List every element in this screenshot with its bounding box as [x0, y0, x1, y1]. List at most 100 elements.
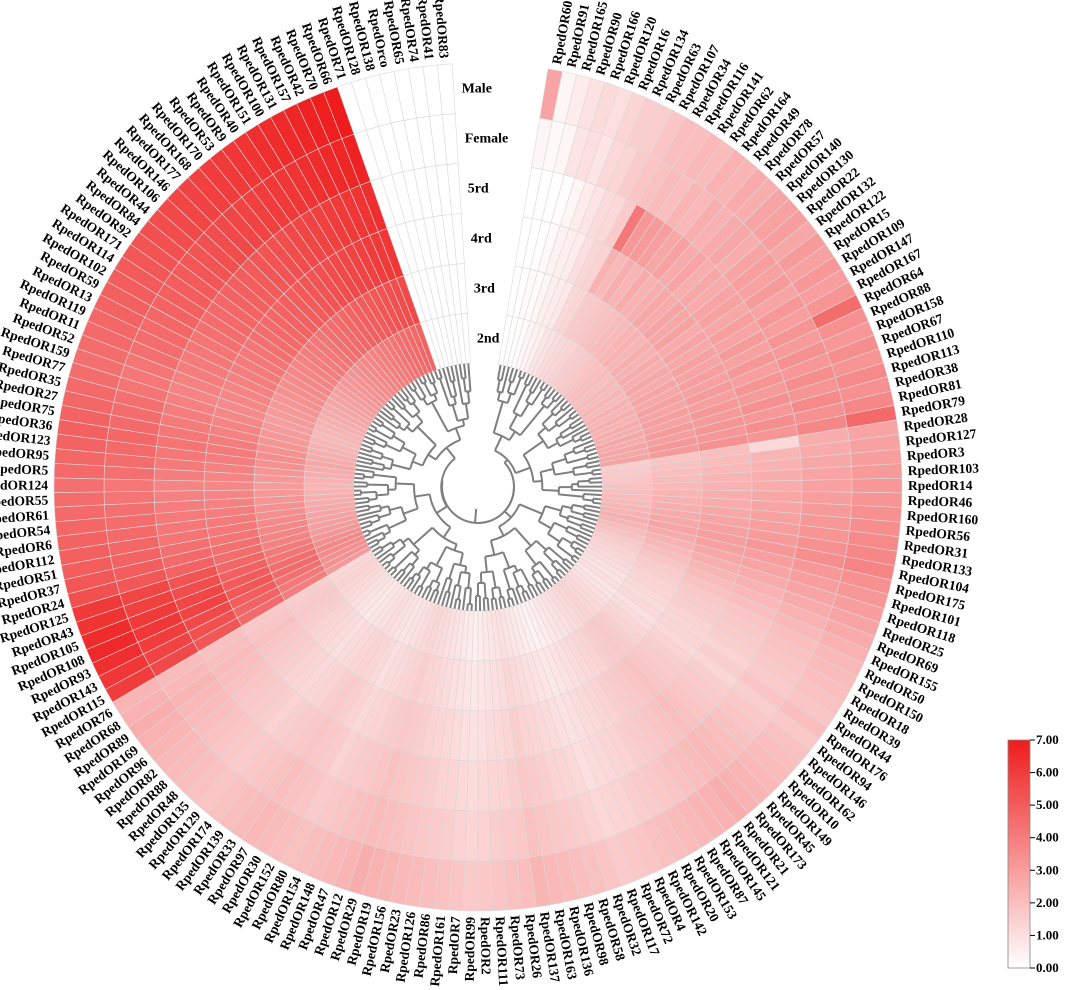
tree-branch: [558, 493, 584, 498]
gene-label: RpedOR46: [908, 493, 973, 510]
tree-branch: [385, 403, 393, 411]
tree-branch: [497, 390, 503, 394]
tree-branch: [563, 454, 569, 464]
gene-label: RpedOR95: [0, 443, 50, 463]
heatmap-cell: [851, 463, 903, 480]
tree-branch: [554, 470, 574, 476]
tree-branch: [581, 435, 592, 442]
tree-branch: [437, 369, 443, 379]
tree-branch: [503, 564, 516, 571]
tree-branch: [531, 379, 542, 394]
tree-branch: [445, 592, 451, 608]
tree-branch: [421, 585, 429, 599]
heatmap-cell: [477, 760, 490, 812]
tree-branch: [525, 391, 533, 402]
tree-branch: [554, 421, 560, 428]
tree-branch: [407, 383, 414, 392]
tree-branch: [371, 449, 384, 456]
tree-branch: [466, 603, 469, 611]
tree-branch: [402, 562, 411, 572]
tree-branch: [449, 584, 457, 609]
tree-branch: [572, 464, 587, 470]
tree-branch: [359, 447, 372, 454]
tree-branch: [586, 455, 590, 460]
legend-tick-label: 3.00: [1036, 862, 1059, 877]
tree-branch: [541, 412, 554, 425]
tree-branch: [364, 435, 376, 442]
tree-branch: [568, 514, 597, 526]
gene-label: RpedOR56: [905, 523, 971, 544]
tree-branch: [450, 380, 455, 383]
tree-branch: [503, 510, 512, 519]
tree-branch: [465, 586, 472, 590]
phylogenetic-tree: [353, 363, 603, 611]
tree-branch: [428, 589, 436, 602]
tree-branch: [399, 566, 415, 585]
tree-branch: [366, 431, 388, 444]
tree-branch: [550, 411, 556, 417]
tree-branch: [520, 402, 530, 417]
tree-branch: [448, 563, 455, 579]
heatmap-cell: [53, 477, 105, 493]
tree-branch: [385, 443, 401, 453]
tree-branch: [354, 476, 364, 480]
tree-branch: [378, 512, 391, 519]
tree-branch: [370, 424, 378, 430]
tree-branch: [573, 540, 587, 550]
tree-branch: [368, 523, 388, 534]
tree-branch: [574, 550, 582, 557]
tree-branch: [397, 391, 407, 402]
tree-branch: [492, 401, 504, 434]
tree-branch: [391, 406, 396, 411]
tree-branch: [498, 503, 521, 528]
tree-branch: [584, 504, 601, 509]
tree-branch: [384, 563, 391, 570]
tree-branch: [412, 460, 423, 467]
gene-label: RpedOR111: [493, 916, 512, 987]
tree-branch: [585, 463, 588, 468]
heatmap-cell: [701, 481, 753, 492]
tree-branch: [379, 410, 393, 421]
tree-branch: [354, 500, 370, 505]
tree-branch: [591, 468, 601, 472]
tree-branch: [376, 539, 380, 544]
tree-branch: [425, 561, 432, 570]
tree-branch: [592, 472, 602, 476]
tree-branch: [383, 466, 391, 471]
tree-branch: [571, 413, 580, 421]
tree-branch: [457, 571, 462, 586]
tree-branch: [583, 443, 595, 450]
tree-branch: [464, 566, 468, 573]
tree-branch: [543, 386, 553, 397]
heatmap-cell: [801, 478, 853, 493]
tree-branch: [357, 509, 382, 518]
tree-branch: [362, 439, 374, 446]
tree-branch: [414, 549, 420, 556]
gene-label: RpedOR3: [906, 444, 965, 463]
tree-branch: [429, 371, 436, 383]
tree-branch: [502, 569, 511, 590]
legend-tick-label: 6.00: [1036, 765, 1059, 780]
heatmap-cell: [477, 660, 486, 712]
tree-branch: [451, 394, 457, 399]
tree-branch: [409, 453, 417, 470]
tree-branch: [373, 473, 397, 479]
tree-branch: [559, 514, 569, 520]
tree-branch: [533, 479, 543, 483]
heatmap-cell: [651, 482, 703, 491]
tree-branch: [435, 582, 441, 591]
tree-branch: [381, 541, 392, 550]
tree-branch: [455, 584, 461, 588]
legend-tick-label: 1.00: [1036, 927, 1059, 942]
tree-branch: [435, 546, 448, 566]
tree-branch: [452, 396, 457, 405]
tree-branch: [569, 417, 582, 427]
tree-branch: [483, 582, 487, 599]
tree-branch: [449, 402, 457, 407]
tree-branch: [497, 378, 502, 382]
tree-branch: [369, 504, 381, 509]
tree-branch: [519, 503, 543, 515]
track-labels: 2nd 3rd 4rd 5rd Female Male: [462, 82, 509, 347]
tree-branch: [570, 557, 578, 564]
tree-branch: [433, 370, 439, 380]
